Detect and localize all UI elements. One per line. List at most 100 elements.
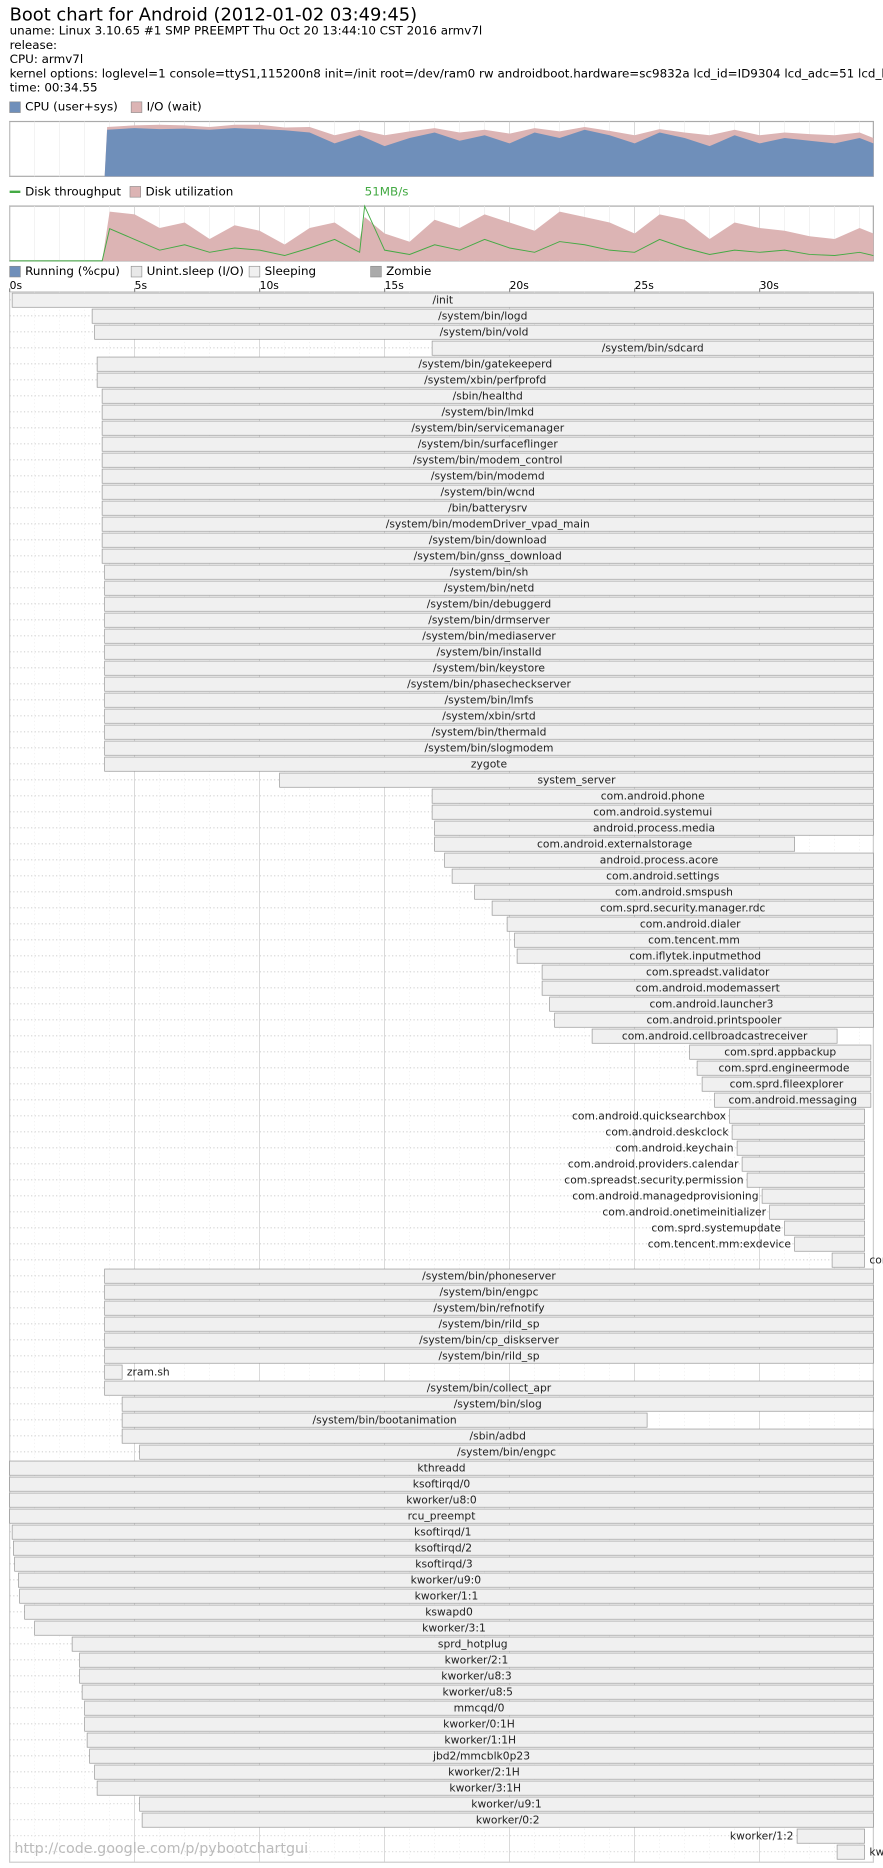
process-name: jbd2/mmcblk0p23 <box>432 1749 530 1762</box>
process-bar <box>101 532 874 548</box>
process-name: /system/bin/gatekeeperd <box>418 357 552 370</box>
process-bar <box>34 1620 874 1636</box>
disk-throughput-line <box>9 204 874 262</box>
process-bar <box>101 500 874 516</box>
process-name: /system/bin/rild_sp <box>438 1317 539 1330</box>
process-name: kworker/1:1 <box>415 1589 479 1602</box>
process-name: /system/xbin/perfprofd <box>424 373 546 386</box>
process-name: /system/bin/wcnd <box>441 485 535 498</box>
process-bar <box>514 932 874 948</box>
process-bar <box>19 1588 874 1604</box>
process-bar <box>554 1012 874 1028</box>
process-bar <box>431 340 874 356</box>
process-name: /system/bin/surfaceflinger <box>418 437 559 450</box>
process-bar <box>836 1844 865 1860</box>
process-bar <box>86 1732 874 1748</box>
process-bar <box>71 1636 874 1652</box>
legend-swatch <box>130 265 143 278</box>
process-name: ksoftirqd/0 <box>413 1477 471 1490</box>
process-bar <box>101 468 874 484</box>
process-bar <box>434 820 874 836</box>
process-name: /system/bin/installd <box>436 645 541 658</box>
process-name: com.android.providers.calendar <box>568 1157 739 1170</box>
process-name: /system/xbin/srtd <box>442 709 536 722</box>
legend-swatch <box>9 101 21 113</box>
process-bar <box>549 996 874 1012</box>
info-line: time: 00:34.55 <box>10 81 98 95</box>
process-name: android.process.media <box>593 821 715 834</box>
process-name: com.iflytek.inputmethod <box>629 949 761 962</box>
watermark: http://code.google.com/p/pybootchartgui <box>14 1841 308 1857</box>
process-name: /system/bin/modemDriver_vpad_main <box>386 517 590 530</box>
chart-title: Boot chart for Android (2012-01-02 03:49… <box>10 4 417 25</box>
process-name: com.android.onetimeinitializer <box>602 1205 766 1218</box>
process-bar <box>689 1044 872 1060</box>
process-bar <box>14 1556 874 1572</box>
legend-swatch <box>370 265 382 278</box>
process-bar <box>491 900 874 916</box>
process-name: /system/bin/sdcard <box>602 341 704 354</box>
legend-swatch <box>129 186 141 198</box>
process-bar <box>741 1156 865 1172</box>
process-name: /system/bin/servicemanager <box>411 421 564 434</box>
process-name: com.android.systemui <box>593 805 712 818</box>
process-name: com.sprd.systemupdate <box>651 1221 781 1234</box>
legend-label: Disk throughput <box>25 184 121 198</box>
process-bar <box>451 868 874 884</box>
process-name: kworker/2:1 <box>445 1653 509 1666</box>
process-bar <box>831 1252 865 1268</box>
process-bar <box>104 1300 874 1316</box>
process-bar <box>746 1172 865 1188</box>
process-bar <box>104 1348 874 1364</box>
process-bar <box>139 1444 874 1460</box>
process-bar <box>104 1284 874 1300</box>
process-name: /sbin/adbd <box>470 1429 526 1442</box>
x-tick-label: 25s <box>635 279 655 292</box>
x-tick-label: 0s <box>10 279 23 292</box>
process-bar <box>474 884 874 900</box>
process-name: kworker/2:2 <box>869 1845 883 1858</box>
process-bar <box>761 1188 865 1204</box>
process-bar <box>24 1604 874 1620</box>
process-name: /bin/batterysrv <box>448 501 528 514</box>
process-name: com.android.printspooler <box>646 1013 782 1026</box>
process-bar <box>96 1780 874 1796</box>
process-name: kworker/1:2 <box>730 1829 794 1842</box>
process-bar <box>101 420 874 436</box>
process-bar <box>731 1124 865 1140</box>
process-bar <box>784 1220 865 1236</box>
legend-label: Disk utilization <box>145 184 233 198</box>
process-name: /system/bin/keystore <box>433 661 545 674</box>
process-name: /system/bin/collect_apr <box>427 1381 552 1394</box>
process-name: /system/bin/rild_sp <box>438 1349 539 1362</box>
process-bar <box>104 740 874 756</box>
process-name: kworker/0:1H <box>443 1717 515 1730</box>
process-name: kworker/u8:5 <box>443 1685 513 1698</box>
process-name: com.sprd.engineermode <box>719 1061 850 1074</box>
process-name: /system/bin/download <box>429 533 547 546</box>
process-bar <box>9 1460 874 1476</box>
legend-label: Sleeping <box>265 264 316 278</box>
process-name: /system/bin/slog <box>454 1397 542 1410</box>
process-name: kworker/2:1H <box>448 1765 520 1778</box>
process-bar <box>101 436 874 452</box>
process-bar <box>104 660 874 676</box>
disk-peak-label: 51MB/s <box>365 184 409 198</box>
process-bar <box>11 292 874 308</box>
process-name: zygote <box>471 757 508 770</box>
legend-label: Running (%cpu) <box>25 264 120 278</box>
process-bar <box>96 356 874 372</box>
process-bar <box>104 756 874 772</box>
process-bar <box>84 1700 874 1716</box>
process-bar <box>701 1076 872 1092</box>
process-name: /system/bin/lmkd <box>441 405 534 418</box>
process-name: /system/bin/gnss_download <box>414 549 562 562</box>
process-bar <box>101 548 874 564</box>
process-name: /system/bin/engpc <box>439 1285 538 1298</box>
process-bar <box>96 372 874 388</box>
legend-swatch <box>248 265 261 278</box>
x-tick-label: 5s <box>135 279 148 292</box>
process-bar <box>121 1428 874 1444</box>
info-line: release: <box>10 38 57 52</box>
